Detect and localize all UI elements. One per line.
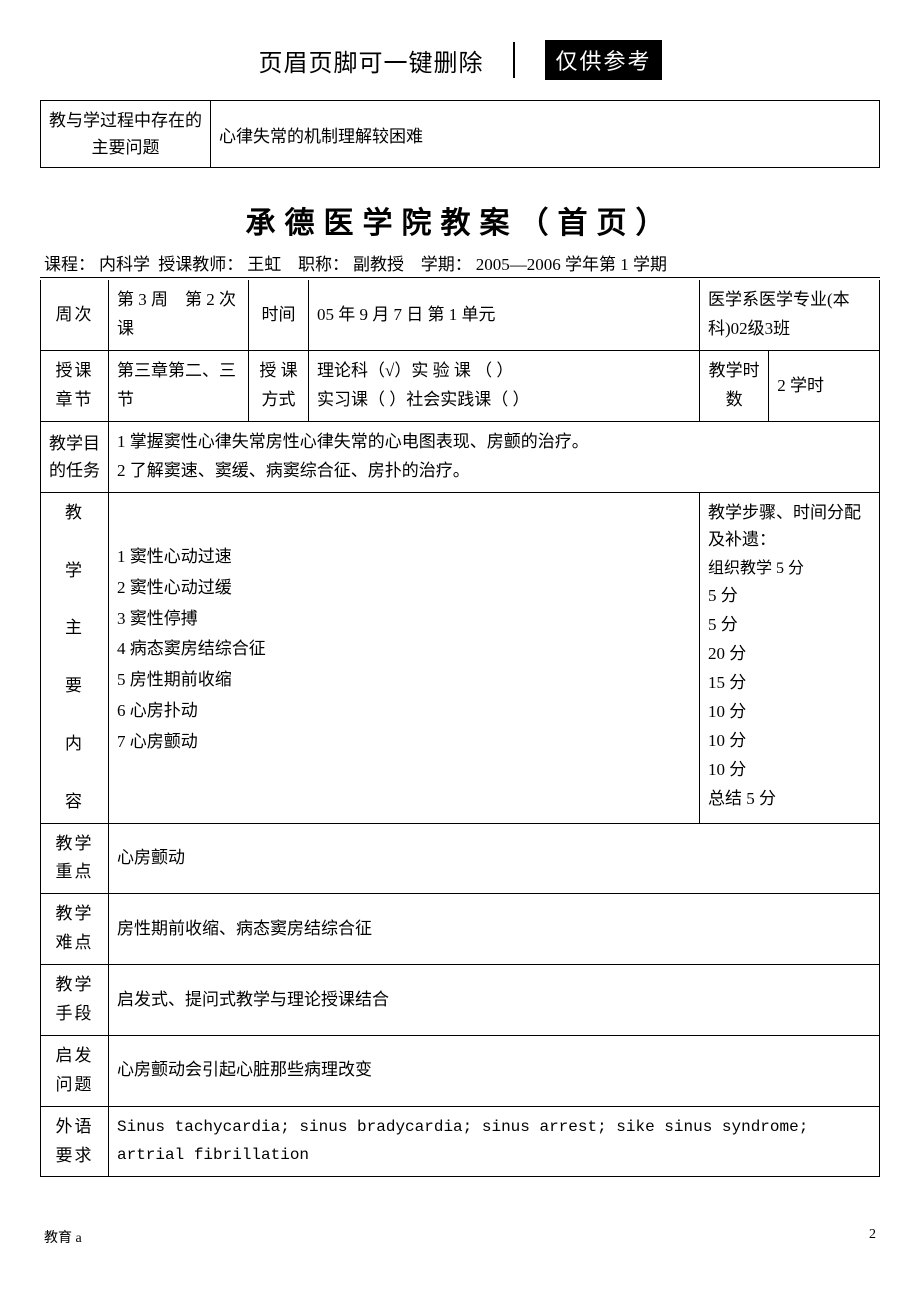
question-row: 启发问题 心房颤动会引起心脏那些病理改变 [41, 1035, 880, 1106]
time-item: 5 分 [708, 582, 871, 611]
focus-label: 教学重点 [41, 823, 109, 894]
focus-value: 心房颤动 [109, 823, 880, 894]
time-value: 05 年 9 月 7 日 第 1 单元 [309, 280, 700, 350]
content-item: 7 心房颤动 [117, 728, 691, 757]
content-item: 6 心房扑动 [117, 697, 691, 726]
chapter-label: 授课章节 [41, 351, 109, 422]
course-label: 课程： [44, 255, 95, 274]
time-label: 时间 [249, 280, 309, 350]
mode-value: 理论科（√）实 验 课 （ ） 实习课（ ）社会实践课（ ） [309, 351, 700, 422]
purpose-line1: 1 掌握窦性心律失常房性心律失常的心电图表现、房颤的治疗。 [117, 428, 871, 457]
chapter-row: 授课章节 第三章第二、三节 授 课方式 理论科（√）实 验 课 （ ） 实习课（… [41, 351, 880, 422]
content-items: 1 窦性心动过速 2 窦性心动过缓 3 窦性停搏 4 病态窦房结综合征 5 房性… [109, 492, 700, 823]
header-badge: 仅供参考 [545, 40, 661, 80]
purpose-label: 教学目的任务 [41, 421, 109, 492]
content-item: 5 房性期前收缩 [117, 666, 691, 695]
method-label: 教学手段 [41, 965, 109, 1036]
difficulty-row: 教学难点 房性期前收缩、病态窦房结综合征 [41, 894, 880, 965]
footer-left: 教育 a [44, 1227, 82, 1247]
question-label: 启发问题 [41, 1035, 109, 1106]
week-row: 周次 第 3 周 第 2 次课 时间 05 年 9 月 7 日 第 1 单元 医… [41, 280, 880, 350]
course-info-line: 课程：内科学 授课教师：王虹 职称：副教授 学期：2005—2006 学年第 1… [40, 250, 880, 278]
time-item: 组织教学 5 分 [708, 555, 871, 582]
english-row: 外语要求 Sinus tachycardia; sinus bradycardi… [41, 1106, 880, 1177]
chapter-value: 第三章第二、三节 [109, 351, 249, 422]
time-item: 15 分 [708, 669, 871, 698]
difficulty-value: 房性期前收缩、病态窦房结综合征 [109, 894, 880, 965]
problem-content: 心律失常的机制理解较困难 [211, 101, 880, 168]
class-value: 医学系医学专业(本科)02级3班 [700, 280, 880, 350]
time-item: 总结 5 分 [708, 785, 871, 814]
header-divider [513, 42, 515, 78]
week-label: 周次 [41, 280, 109, 350]
page-footer: 教育 a 2 [40, 1227, 880, 1247]
term-value: 2005—2006 学年第 1 学期 [476, 255, 667, 274]
problem-label: 教与学过程中存在的主要问题 [41, 101, 211, 168]
page-header: 页眉页脚可一键删除 仅供参考 [40, 40, 880, 80]
difficulty-label: 教学难点 [41, 894, 109, 965]
title-value: 副教授 [353, 255, 404, 274]
course-value: 内科学 [99, 255, 150, 274]
purpose-line2: 2 了解窦速、窦缓、病窦综合征、房扑的治疗。 [117, 457, 871, 486]
content-row: 教 学 主 要 内 容 1 窦性心动过速 2 窦性心动过缓 3 窦性停搏 4 病… [41, 492, 880, 823]
content-item: 4 病态窦房结综合征 [117, 635, 691, 664]
term-label: 学期： [421, 255, 472, 274]
lesson-plan-table: 周次 第 3 周 第 2 次课 时间 05 年 9 月 7 日 第 1 单元 医… [40, 280, 880, 1177]
footer-right: 2 [869, 1227, 876, 1247]
english-value: Sinus tachycardia; sinus bradycardia; si… [109, 1106, 880, 1177]
english-label: 外语要求 [41, 1106, 109, 1177]
content-label: 教 学 主 要 内 容 [41, 492, 109, 823]
content-item: 1 窦性心动过速 [117, 543, 691, 572]
header-text: 页眉页脚可一键删除 [258, 43, 483, 78]
purpose-content: 1 掌握窦性心律失常房性心律失常的心电图表现、房颤的治疗。 2 了解窦速、窦缓、… [109, 421, 880, 492]
time-allocation: 教学步骤、时间分配及补遗： 组织教学 5 分 5 分 5 分 20 分 15 分… [700, 492, 880, 823]
content-item: 2 窦性心动过缓 [117, 574, 691, 603]
time-heading: 教学步骤、时间分配及补遗： [708, 499, 871, 553]
hours-label: 教学时数 [700, 351, 769, 422]
week-value: 第 3 周 第 2 次课 [109, 280, 249, 350]
content-item: 3 窦性停搏 [117, 605, 691, 634]
document-title: 承德医学院教案（首页） [40, 198, 880, 242]
method-value: 启发式、提问式教学与理论授课结合 [109, 965, 880, 1036]
problem-table: 教与学过程中存在的主要问题 心律失常的机制理解较困难 [40, 100, 880, 168]
method-row: 教学手段 启发式、提问式教学与理论授课结合 [41, 965, 880, 1036]
hours-value: 2 学时 [769, 351, 880, 422]
time-item: 10 分 [708, 756, 871, 785]
mode-label: 授 课方式 [249, 351, 309, 422]
time-item: 5 分 [708, 611, 871, 640]
time-item: 10 分 [708, 698, 871, 727]
question-value: 心房颤动会引起心脏那些病理改变 [109, 1035, 880, 1106]
time-item: 10 分 [708, 727, 871, 756]
time-item: 20 分 [708, 640, 871, 669]
teacher-value: 王虹 [247, 255, 281, 274]
teacher-label: 授课教师： [158, 255, 243, 274]
focus-row: 教学重点 心房颤动 [41, 823, 880, 894]
title-label: 职称： [298, 255, 349, 274]
purpose-row: 教学目的任务 1 掌握窦性心律失常房性心律失常的心电图表现、房颤的治疗。 2 了… [41, 421, 880, 492]
